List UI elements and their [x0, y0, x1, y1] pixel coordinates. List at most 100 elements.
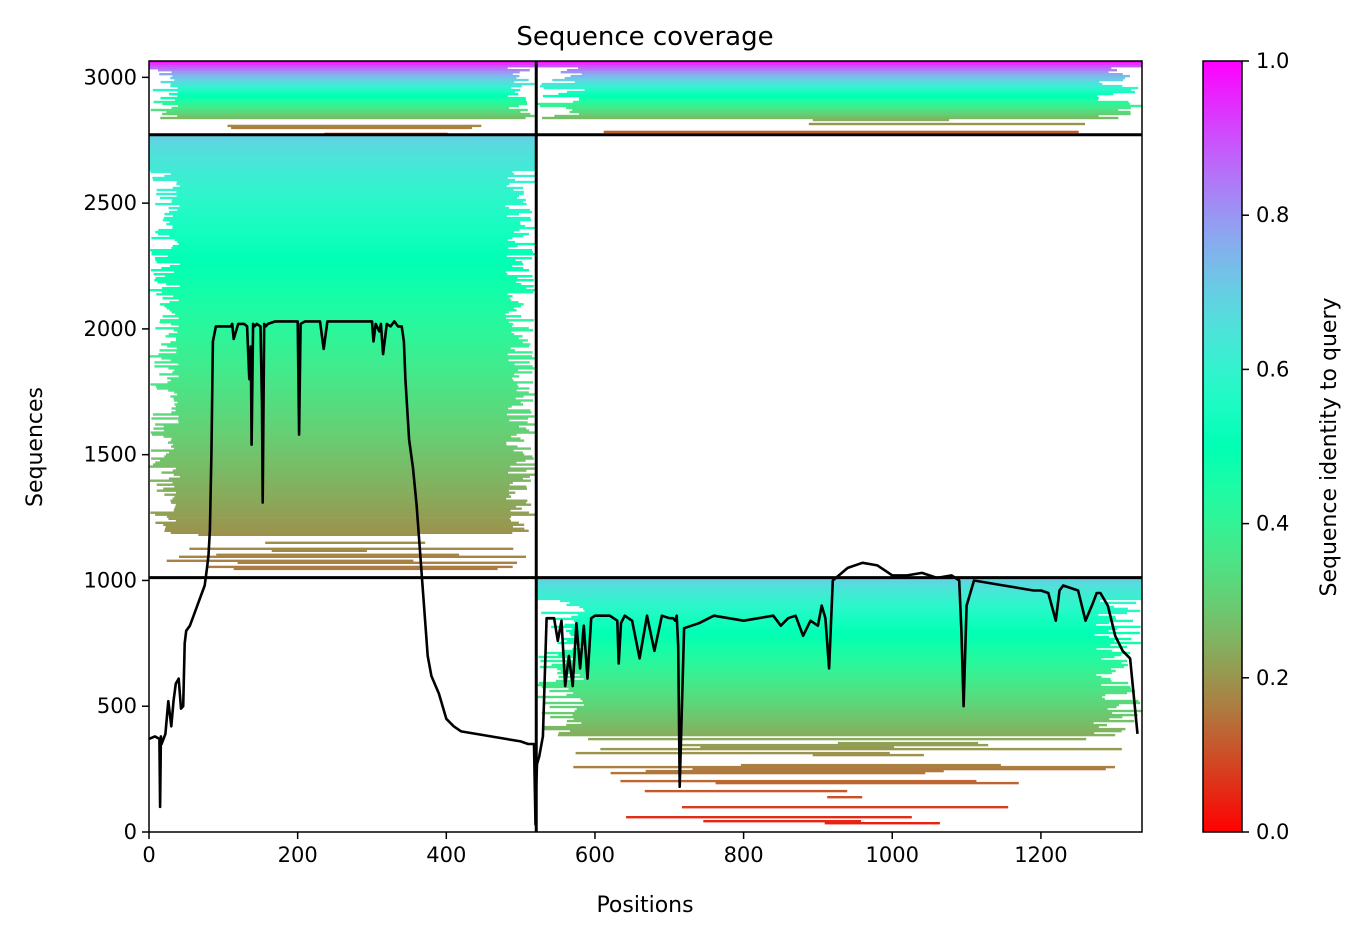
- sequence-row: [170, 439, 525, 442]
- sequence-row: [162, 102, 528, 106]
- sequence-row: [566, 719, 1135, 723]
- sequence-row: [544, 725, 1099, 729]
- sequence-row: [579, 673, 1097, 677]
- sequence-row: [560, 599, 1100, 603]
- sequence-row: [170, 359, 509, 362]
- alignment-block: [149, 61, 537, 136]
- sequence-row: [740, 763, 1001, 767]
- sequence-row: [170, 172, 515, 176]
- sequence-row: [564, 76, 1125, 80]
- sequence-row: [172, 224, 526, 228]
- colorbar-tick-label: 0.6: [1256, 357, 1289, 381]
- alignment-block: [149, 134, 537, 571]
- sequence-row: [566, 723, 1107, 727]
- colorbar-gradient: [1202, 60, 1243, 833]
- sequence-row: [581, 721, 1094, 725]
- sequence-row: [580, 697, 1105, 701]
- sequence-row: [161, 287, 527, 290]
- block-dividers: [149, 61, 1142, 832]
- sequence-row: [175, 467, 535, 470]
- sequence-row: [558, 675, 1102, 679]
- sequence-row: [560, 669, 1116, 673]
- sequence-row: [155, 461, 517, 464]
- sequence-row: [152, 463, 535, 466]
- sequence-row: [610, 771, 926, 775]
- sequence-row: [227, 124, 482, 128]
- sequence-row: [149, 67, 508, 70]
- sequence-row: [541, 711, 1113, 715]
- sequence-row: [161, 343, 531, 346]
- sequence-row: [538, 655, 1115, 659]
- sequence-row: [151, 236, 513, 240]
- sequence-row: [563, 637, 1132, 641]
- sequence-row: [542, 116, 1119, 120]
- sequence-row: [163, 216, 531, 220]
- sequence-row: [172, 469, 527, 472]
- sequence-row: [571, 627, 1117, 631]
- sequence-row: [539, 104, 1142, 108]
- sequence-row: [812, 118, 950, 122]
- sequence-row: [171, 411, 532, 414]
- sequence-row: [171, 445, 518, 448]
- sequence-row: [173, 397, 516, 400]
- sequence-row: [169, 451, 523, 454]
- sequence-row: [681, 806, 1009, 809]
- sequence-row: [560, 71, 1109, 74]
- colorbar-label: Sequence identity to query: [1317, 297, 1342, 596]
- sequence-row: [171, 437, 521, 440]
- sequence-row: [538, 681, 1129, 685]
- sequence-row: [812, 753, 924, 757]
- y-tick-label: 1000: [84, 568, 137, 592]
- sequence-row: [568, 687, 1132, 691]
- sequence-row: [177, 94, 509, 98]
- sequence-row: [837, 741, 979, 745]
- sequence-row: [174, 507, 522, 510]
- sequence-row: [158, 232, 529, 236]
- sequence-row: [151, 433, 517, 436]
- sequence-row: [536, 585, 1142, 589]
- y-axis-label: Sequences: [23, 387, 48, 507]
- sequence-row: [175, 313, 506, 316]
- sequence-row: [175, 519, 512, 522]
- sequence-row: [170, 82, 535, 86]
- sequence-row: [163, 487, 527, 490]
- sequence-row: [179, 475, 530, 478]
- sequence-row: [573, 717, 1110, 721]
- sequence-row: [573, 100, 1129, 104]
- sequence-row: [577, 635, 1109, 639]
- sequence-row: [159, 73, 513, 76]
- sequence-row: [155, 230, 514, 234]
- sequence-row: [156, 387, 530, 390]
- colorbar-ticks: 0.0 0.2 0.4 0.6 0.8 1.0: [1242, 49, 1289, 844]
- sequence-row: [149, 355, 533, 358]
- sequence-row: [171, 407, 509, 410]
- sequence-row: [681, 743, 989, 747]
- sequence-row: [177, 86, 512, 90]
- sequence-row: [149, 164, 537, 168]
- sequence-row: [536, 695, 1102, 699]
- sequence-row: [573, 691, 1128, 695]
- sequence-row: [179, 184, 507, 188]
- sequence-row: [150, 511, 530, 514]
- sequence-row: [570, 74, 1130, 78]
- sequence-row: [579, 112, 1131, 116]
- x-tick-label: 400: [426, 843, 466, 867]
- sequence-row: [155, 423, 536, 426]
- sequence-row: [155, 521, 519, 524]
- sequence-row: [149, 150, 537, 154]
- sequence-row: [574, 709, 1142, 713]
- sequence-row: [150, 108, 528, 112]
- sequence-row: [164, 174, 536, 178]
- sequence-row: [176, 491, 516, 494]
- sequence-row: [159, 303, 524, 306]
- sequence-row: [551, 625, 1141, 629]
- sequence-row: [166, 307, 514, 310]
- sequence-row: [558, 92, 1114, 96]
- sequence-row: [150, 479, 531, 482]
- y-tick-label: 2000: [84, 317, 137, 341]
- sequence-row: [544, 727, 1126, 731]
- sequence-row: [539, 665, 1125, 669]
- x-tick-label: 800: [724, 843, 764, 867]
- sequence-row: [166, 559, 414, 562]
